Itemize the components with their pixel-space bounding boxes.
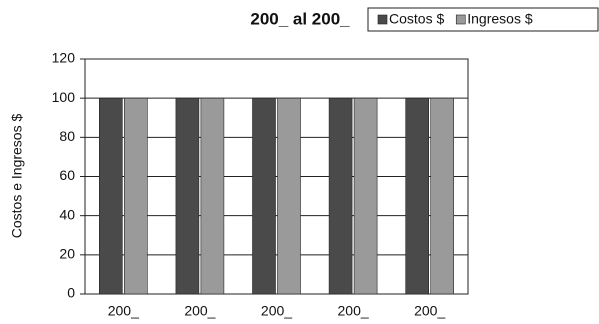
y-tick-label: 120 <box>52 50 76 66</box>
x-tick-label: 200_ <box>108 303 139 319</box>
x-tick-label: 200_ <box>261 303 292 319</box>
y-tick-label: 40 <box>59 206 75 222</box>
chart-title: 200_ al 200_ <box>250 9 350 28</box>
bar <box>124 97 148 295</box>
y-tick-label: 100 <box>52 89 76 105</box>
bar <box>430 97 455 295</box>
bar <box>200 97 225 295</box>
bar <box>353 97 378 295</box>
bar <box>277 97 301 295</box>
x-tick-label: 200_ <box>184 303 215 319</box>
bar <box>252 97 276 295</box>
legend-label: Ingresos $ <box>467 11 533 27</box>
bar <box>175 97 200 295</box>
bar <box>405 97 430 295</box>
x-tick-label: 200_ <box>414 303 445 319</box>
legend-swatch <box>455 14 466 25</box>
legend-box <box>367 7 599 32</box>
bar <box>328 97 353 295</box>
y-tick-label: 60 <box>59 167 75 183</box>
x-tick-label: 200_ <box>338 303 369 319</box>
y-tick-label: 0 <box>67 285 75 301</box>
bar <box>99 97 123 295</box>
y-axis-label: Costos e Ingresos $ <box>9 114 25 239</box>
legend-swatch <box>377 14 388 25</box>
legend-label: Costos $ <box>389 11 444 27</box>
y-tick-label: 80 <box>59 128 75 144</box>
y-tick-label: 20 <box>59 246 75 262</box>
